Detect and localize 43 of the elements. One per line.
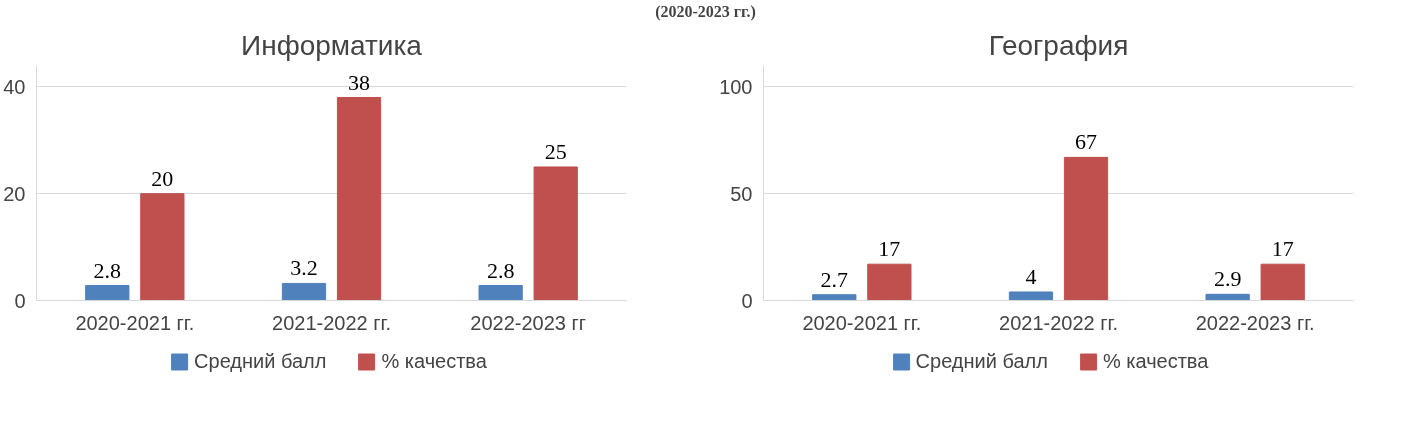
y-tick-label: 0	[14, 289, 26, 312]
legend-label: % качества	[1102, 349, 1209, 373]
bar	[281, 282, 327, 301]
legend-label: Средний балл	[194, 349, 327, 373]
bar	[85, 285, 130, 301]
y-tick-label: 100	[719, 75, 753, 98]
bar	[1008, 291, 1054, 301]
data-label: 2.8	[486, 257, 515, 283]
data-label: 25	[544, 138, 567, 164]
bar	[1260, 263, 1305, 301]
x-tick-label: 2021-2022 гг.	[272, 311, 391, 334]
chart-title: Информатика	[241, 29, 423, 61]
data-label: 2.7	[820, 266, 849, 292]
x-tick-label: 2020-2021 гг.	[802, 311, 922, 334]
data-label: 2.8	[93, 257, 122, 283]
legend-label: Средний балл	[915, 349, 1048, 373]
y-tick-label: 40	[3, 75, 26, 98]
x-tick-label: 2020-2021 гг.	[75, 311, 195, 334]
y-tick-label: 0	[741, 289, 753, 312]
x-tick-label: 2021-2022 гг.	[999, 311, 1118, 334]
bar	[478, 285, 523, 301]
x-tick-label: 2022-2023 гг	[470, 311, 587, 334]
bar	[812, 294, 857, 301]
bar	[533, 166, 578, 301]
data-label: 4	[1025, 263, 1037, 289]
data-label: 20	[151, 165, 174, 191]
bar	[336, 97, 382, 301]
bar	[1205, 293, 1250, 301]
x-tick-label: 2022-2023 гг.	[1195, 311, 1315, 334]
data-label: 38	[348, 69, 371, 95]
bar	[1063, 156, 1109, 301]
chart-title: География	[988, 29, 1129, 61]
legend-label: % качества	[381, 349, 487, 373]
bar	[867, 263, 912, 301]
text: (2020-2023 гг.)	[655, 3, 756, 21]
bar	[140, 193, 185, 301]
y-tick-label: 20	[3, 182, 26, 205]
data-label: 17	[1271, 236, 1294, 262]
data-label: 3.2	[290, 255, 318, 281]
data-label: 17	[878, 236, 901, 262]
data-label: 67	[1075, 129, 1098, 155]
data-label: 2.9	[1213, 266, 1242, 292]
y-tick-label: 50	[730, 182, 753, 205]
